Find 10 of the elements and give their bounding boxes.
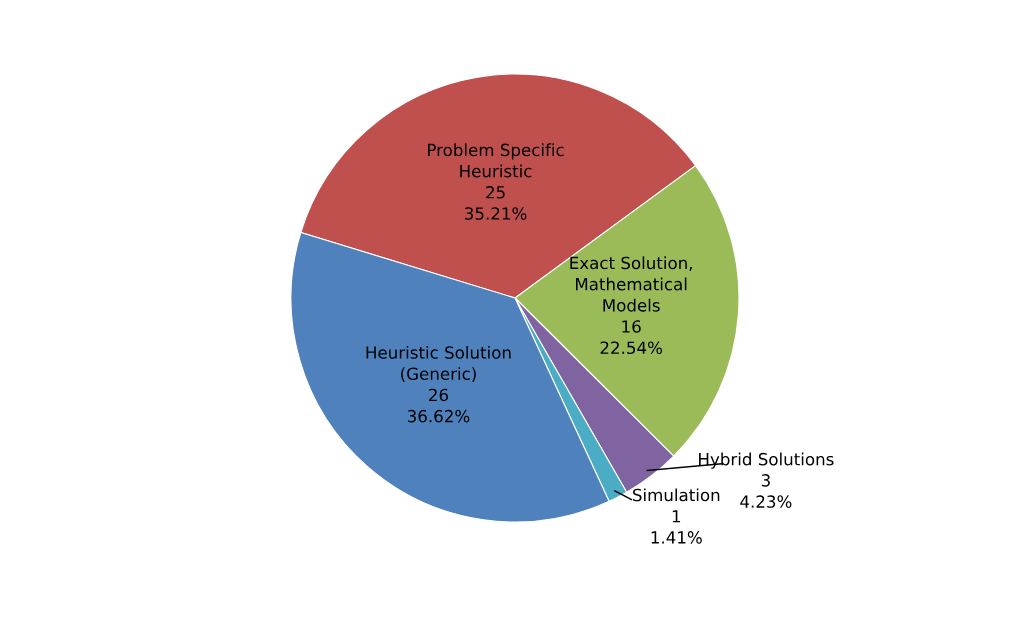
data-label: 25 35.21% bbox=[465, 186, 527, 220]
slice-label: Exact Solution, Mathematical Models bbox=[570, 256, 692, 312]
data-label: 26 36.62% bbox=[407, 388, 470, 423]
data-label: 16 22.54% bbox=[600, 320, 663, 355]
data-label: 1 1.41% bbox=[651, 510, 702, 544]
slice-label: Simulation bbox=[633, 488, 720, 502]
slice-label: Hybrid Solutions bbox=[699, 452, 834, 469]
data-label: 3 4.23% bbox=[740, 474, 792, 508]
slice-label: Heuristic Solution (Generic) bbox=[366, 345, 511, 383]
slice-label: Problem Specific Heuristic bbox=[428, 143, 564, 178]
